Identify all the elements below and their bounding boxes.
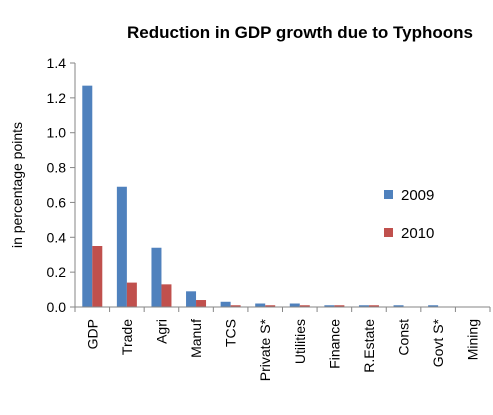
y-tick-label: 1.4 [47, 55, 67, 71]
bar-2009-agri [151, 247, 162, 307]
bar-2010-tcs [230, 305, 241, 307]
bar-2010-finance [334, 305, 345, 307]
bar-2009-r-estate [358, 305, 369, 307]
bar-2010-utilities [299, 305, 310, 307]
bar-2010-agri [161, 284, 172, 307]
y-tick-label: 0.4 [47, 229, 67, 245]
category-label: Finance [326, 319, 342, 369]
legend-label-2010: 2010 [401, 225, 434, 242]
bar-2009-const [393, 305, 404, 307]
bars [82, 85, 439, 308]
category-label: Govt S* [430, 318, 446, 367]
category-label: Private S* [257, 318, 273, 381]
category-label: Manuf [188, 319, 204, 358]
y-tick-label: 0.0 [47, 299, 67, 315]
legend-label-2009: 2009 [401, 187, 434, 204]
category-label: GDP [84, 319, 100, 349]
category-label: Mining [465, 319, 481, 360]
y-tick-label: 0.2 [47, 264, 67, 280]
y-tick-label: 0.8 [47, 160, 67, 176]
category-label: R.Estate [361, 319, 377, 373]
bar-2009-tcs [220, 301, 231, 307]
chart-title: Reduction in GDP growth due to Typhoons [127, 23, 473, 42]
legend-swatch-2009 [384, 190, 393, 199]
bar-2009-finance [324, 305, 335, 307]
y-tick-label: 1.0 [47, 125, 67, 141]
bar-2010-gdp [92, 246, 103, 307]
bar-2009-manuf [186, 291, 197, 307]
y-tick-label: 1.2 [47, 90, 67, 106]
bar-2010-trade [126, 282, 137, 307]
bar-2009-private-s- [255, 303, 266, 307]
bar-2009-trade [116, 186, 127, 307]
bar-2009-govt-s- [428, 305, 439, 307]
legend-swatch-2010 [384, 228, 393, 237]
y-tick-label: 0.6 [47, 194, 67, 210]
bar-2009-gdp [82, 85, 93, 308]
y-axis-label: in percentage points [9, 122, 25, 248]
category-label: Const [396, 319, 412, 356]
bar-2010-r-estate [368, 305, 379, 307]
category-label: Trade [119, 319, 135, 355]
bar-2010-private-s- [265, 305, 276, 307]
x-axis: GDP Trade Agri Manuf TCS Private S* Utilities F… [74, 306, 491, 381]
category-label: TCS [223, 319, 239, 347]
category-label: Agri [153, 319, 169, 344]
bar-2010-manuf [196, 300, 207, 307]
bar-2009-utilities [289, 303, 300, 307]
category-label: Utilities [292, 319, 308, 364]
y-axis-ticks: 0.0 0.2 0.4 0.6 0.8 1.0 1.2 1.4 [47, 55, 76, 315]
legend: 2009 2010 [384, 187, 434, 242]
